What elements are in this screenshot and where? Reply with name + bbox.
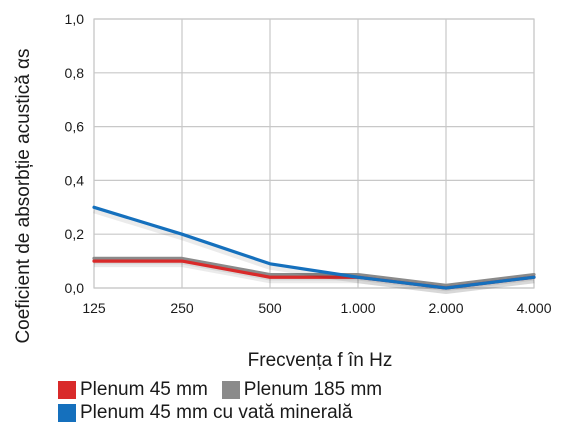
legend-row-1: Plenum 45 mm Plenum 185 mm <box>58 378 396 401</box>
legend-item-plenum-185: Plenum 185 mm <box>221 378 383 401</box>
y-tick-label: 0,2 <box>65 226 85 242</box>
legend-label-plenum-45: Plenum 45 mm <box>80 379 208 400</box>
y-tick-label: 0,6 <box>65 119 85 135</box>
grid-lines <box>93 18 535 289</box>
x-tick-label: 2.000 <box>428 300 463 316</box>
legend-swatch-red <box>58 380 76 399</box>
series-lines <box>92 205 536 294</box>
y-tick-label: 0,8 <box>65 65 85 81</box>
x-tick-label: 4.000 <box>516 300 551 316</box>
legend-label-plenum-185: Plenum 185 mm <box>243 379 383 400</box>
x-tick-label: 1.000 <box>340 300 375 316</box>
y-tick-label: 0,4 <box>65 172 85 188</box>
series-line <box>92 205 536 290</box>
legend-swatch-gray <box>221 380 240 399</box>
series-shadow <box>93 207 535 294</box>
x-axis-title: Frecvența f în Hz <box>248 350 393 371</box>
y-tick-labels: 0,0 0,2 0,4 0,6 0,8 1,0 <box>65 11 85 296</box>
y-tick-label: 0,0 <box>65 280 85 296</box>
series-line <box>92 256 536 287</box>
legend-row-2: Plenum 45 mm cu vată minerală <box>58 401 396 424</box>
series-shadow <box>94 261 535 294</box>
y-tick-label: 1,0 <box>65 11 85 27</box>
legend-label-plenum-45-mineral-wool: Plenum 45 mm cu vată minerală <box>80 402 353 423</box>
legend-item-plenum-45: Plenum 45 mm <box>58 378 208 401</box>
x-tick-label: 125 <box>82 300 106 316</box>
x-tick-label: 500 <box>258 300 282 316</box>
x-tick-labels: 125 250 500 1.000 2.000 4.000 <box>82 300 551 316</box>
x-tick-label: 250 <box>170 300 194 316</box>
plot-frame <box>93 18 535 289</box>
legend-item-plenum-45-mineral-wool: Plenum 45 mm cu vată minerală <box>58 401 352 424</box>
y-axis-title: Coeficient de absorbție acustică αs <box>13 48 34 343</box>
absorption-line-chart: 0,0 0,2 0,4 0,6 0,8 1,0 125 250 500 1.000 2.000 4.… <box>13 11 552 371</box>
legend-swatch-blue <box>58 403 76 422</box>
legend: Plenum 45 mm Plenum 185 mm Plenum 45 mm … <box>58 378 396 424</box>
